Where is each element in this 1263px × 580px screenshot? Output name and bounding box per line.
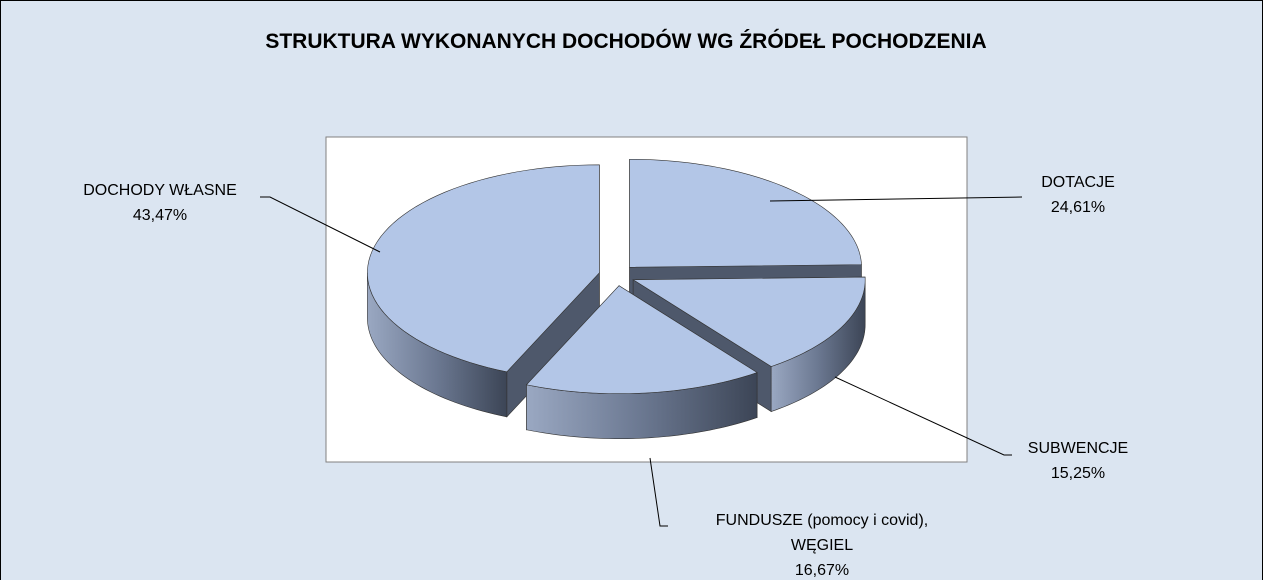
pie-slice	[629, 158, 862, 268]
leader-line	[649, 457, 668, 527]
leader-line	[260, 196, 381, 253]
data-label-value: 43,47%	[133, 207, 187, 224]
data-label-value: 16,67%	[795, 562, 849, 579]
data-label-category: FUNDUSZE (pomocy i covid), WĘGIEL	[716, 512, 928, 554]
pie-slice	[525, 285, 758, 395]
data-label-category: SUBWENCJE	[1028, 440, 1128, 457]
leader-line	[834, 376, 1012, 456]
data-label-category: DOTACJE	[1041, 174, 1114, 191]
pie-slice	[367, 164, 600, 373]
chart-title: STRUKTURA WYKONANYCH DOCHODÓW WG ŹRÓDEŁ …	[265, 29, 986, 53]
data-label-value: 15,25%	[1051, 465, 1105, 482]
data-label-category: DOCHODY WŁASNE	[83, 182, 237, 199]
pie-slice	[632, 276, 866, 367]
data-label-value: 24,61%	[1051, 199, 1105, 216]
leader-line	[769, 196, 1023, 202]
